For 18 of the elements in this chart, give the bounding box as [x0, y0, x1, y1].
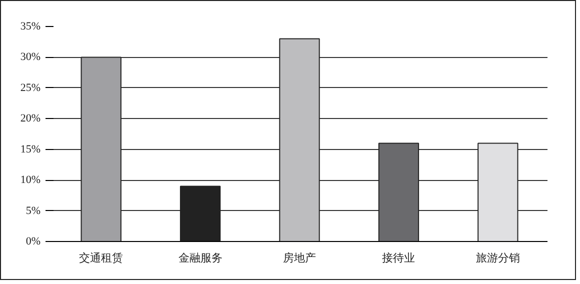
bar [478, 142, 518, 242]
x-tick-label: 金融服务 [178, 252, 222, 264]
y-tick-label: 20% [20, 112, 41, 125]
y-tick-label: 5% [26, 204, 41, 217]
y-tick-label: 25% [20, 82, 41, 94]
x-tick-label: 交通租赁 [79, 252, 124, 264]
x-tick-label: 旅游分销 [476, 252, 520, 264]
bar [279, 38, 320, 242]
y-tick-label: 15% [20, 143, 41, 156]
y-tick-label: 10% [20, 174, 41, 186]
bar [180, 186, 221, 242]
y-tick-label: 30% [20, 51, 41, 64]
y-tick-label: 0% [26, 236, 41, 248]
x-tick-label: 接待业 [382, 252, 416, 264]
x-tick-label: 房地产 [283, 252, 316, 264]
bar [378, 142, 420, 242]
bar [80, 56, 122, 242]
y-tick-label: 35% [20, 20, 41, 32]
